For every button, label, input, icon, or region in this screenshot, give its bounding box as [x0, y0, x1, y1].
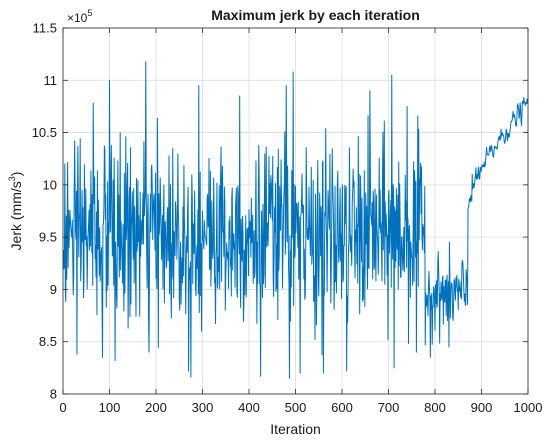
y-tick-label: 8: [50, 387, 57, 402]
x-tick-label: 600: [331, 400, 353, 415]
x-tick-label: 300: [192, 400, 214, 415]
y-tick-label: 11: [44, 73, 58, 88]
y-tick-label: 10.5: [32, 125, 57, 140]
y-axis-label: Jerk (mm/s3): [7, 172, 24, 251]
y-multiplier-base: ×10: [67, 11, 88, 25]
x-tick-label: 400: [238, 400, 260, 415]
y-tick-label: 11.5: [33, 21, 57, 36]
y-tick-label: 8.5: [39, 334, 57, 349]
x-tick-label: 1000: [514, 400, 543, 415]
y-axis-label-text: Jerk (mm/s: [8, 181, 24, 250]
x-tick-label: 0: [59, 400, 66, 415]
y-multiplier-exponent: 5: [87, 8, 92, 18]
y-axis-label-close: ): [8, 172, 24, 177]
x-tick-label: 200: [145, 400, 167, 415]
series-layer: [62, 60, 529, 379]
x-tick-label: 800: [424, 400, 446, 415]
chart-title: Maximum jerk by each iteration: [211, 7, 420, 23]
x-tick-label: 700: [378, 400, 400, 415]
y-tick-label: 9.5: [39, 230, 57, 245]
x-tick-label: 500: [285, 400, 307, 415]
y-tick-label: 10: [43, 177, 57, 192]
y-tick-label: 9: [50, 282, 57, 297]
x-axis-label: Iteration: [270, 421, 321, 437]
jerk-series-line: [62, 60, 529, 379]
x-tick-label: 900: [471, 400, 493, 415]
y-axis-multiplier: ×105: [67, 8, 92, 25]
x-axis: 0 100 200 300 400 500 600 700 800 900 1000: [59, 28, 542, 415]
y-axis-label-superscript: 3: [7, 176, 17, 181]
y-axis: 8 8.5 9 9.5 10 10.5 11 11.5: [32, 21, 528, 402]
x-tick-label: 100: [99, 400, 121, 415]
